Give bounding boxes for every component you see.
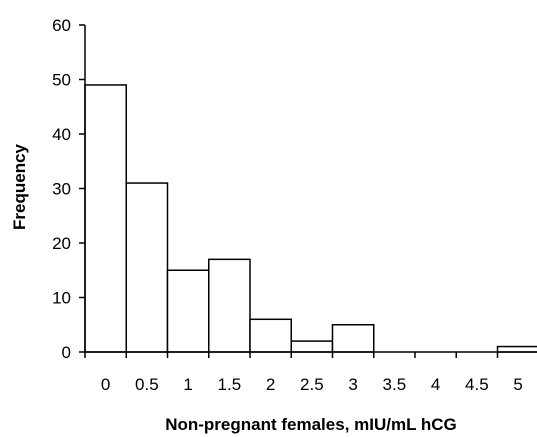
y-tick-label: 10	[52, 289, 71, 308]
x-tick-label: 2.5	[300, 375, 324, 394]
x-tick-label: 0.5	[135, 375, 159, 394]
y-tick-label: 20	[52, 234, 71, 253]
y-axis-title: Frequency	[10, 143, 29, 230]
y-tick-label: 60	[52, 16, 71, 35]
x-tick-label: 2	[266, 375, 275, 394]
x-ticks-group: 0 0.5 1 1.5 2 2.5 3 3.5 4 4.5 5	[84, 352, 523, 394]
bars-group	[84, 84, 537, 353]
x-tick-label: 3	[348, 375, 357, 394]
x-tick-label: 4.5	[465, 375, 489, 394]
y-tick-label: 0	[62, 343, 71, 362]
bar-5	[290, 340, 334, 353]
x-tick-label: 0	[101, 375, 110, 394]
bar-2	[166, 269, 210, 353]
bar-3	[208, 258, 251, 353]
x-tick-label: 1	[183, 375, 192, 394]
bar-1	[125, 182, 169, 353]
x-tick-label: 5	[513, 375, 522, 394]
y-ticks-group: 0 10 20 30 40 50 60	[52, 16, 85, 362]
x-tick-label: 4	[431, 375, 440, 394]
x-tick-label: 3.5	[383, 375, 407, 394]
bar-10	[496, 345, 537, 353]
x-tick-label: 1.5	[218, 375, 242, 394]
bar-0	[84, 84, 127, 353]
bar-4	[249, 318, 292, 353]
y-tick-label: 50	[52, 71, 71, 90]
x-axis-title: Non-pregnant females, mIU/mL hCG	[165, 415, 457, 434]
y-tick-label: 30	[52, 180, 71, 199]
y-tick-label: 40	[52, 125, 71, 144]
bar-6	[331, 324, 375, 353]
